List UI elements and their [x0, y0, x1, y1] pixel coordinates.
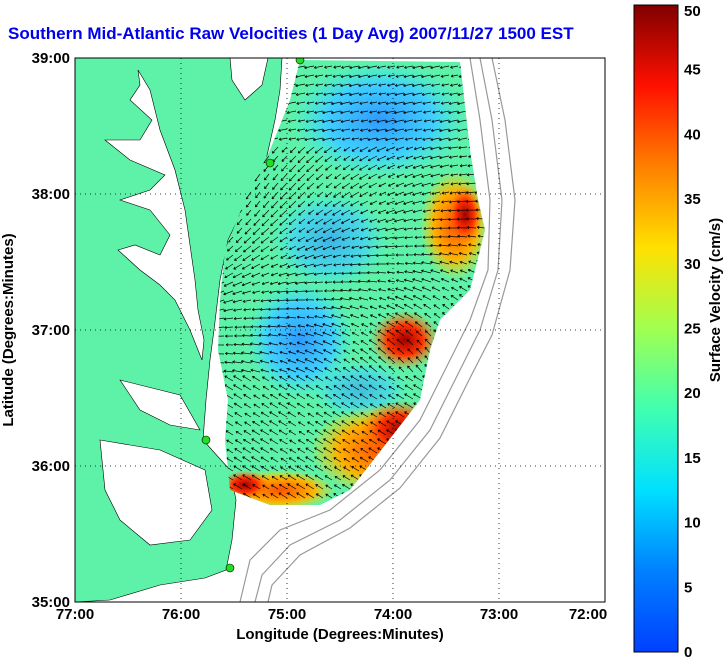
y-tick-label: 38:00	[32, 186, 70, 203]
x-tick-label: 72:00	[569, 606, 607, 623]
colorbar-scale	[633, 4, 679, 653]
x-axis-label: Longitude (Degrees:Minutes)	[236, 626, 444, 643]
plot-frame	[74, 57, 606, 603]
y-tick-label: 36:00	[32, 458, 70, 475]
colorbar-tick-label: 5	[684, 579, 692, 596]
y-tick-label: 35:00	[32, 594, 70, 611]
colorbar-tick-label: 0	[684, 644, 692, 659]
velocity-arrows	[218, 65, 485, 499]
colorbar-tick-label: 30	[684, 256, 701, 273]
colorbar-tick-label: 10	[684, 515, 701, 532]
bathymetry-contour-1	[239, 58, 491, 602]
station-marker	[225, 563, 235, 573]
velocity-field	[218, 60, 485, 505]
pamlico-sound	[99, 439, 213, 546]
bathymetry-contour-2	[254, 58, 503, 602]
y-axis-label: Latitude (Degrees:Minutes)	[0, 233, 17, 426]
albemarle-sound	[119, 379, 201, 431]
y-axis: 39:00 38:00 37:00 36:00 35:00 Latitude (…	[0, 50, 70, 611]
colorbar-label: Surface Velocity (cm/s)	[707, 218, 724, 382]
bathymetry-contour-3	[267, 58, 516, 602]
colorbar-tick-label: 25	[684, 321, 701, 338]
x-tick-label: 77:00	[56, 606, 94, 623]
colorbar-tick-label: 50	[684, 3, 701, 20]
x-axis: 77:00 76:00 75:00 74:00 73:00 72:00 Long…	[56, 606, 607, 643]
colorbar-tick-label: 20	[684, 385, 701, 402]
x-tick-label: 76:00	[162, 606, 200, 623]
colorbar-tick-label: 15	[684, 450, 701, 467]
station-marker	[265, 158, 275, 168]
x-tick-label: 75:00	[268, 606, 306, 623]
delaware-bay	[229, 58, 269, 101]
y-tick-label: 39:00	[32, 50, 70, 67]
x-tick-label: 74:00	[374, 606, 412, 623]
y-tick-label: 37:00	[32, 322, 70, 339]
colorbar-tick-label: 35	[684, 191, 701, 208]
chesapeake-bay	[104, 69, 205, 361]
station-marker	[295, 58, 305, 65]
station-marker	[201, 435, 211, 445]
grid-lines	[75, 58, 605, 602]
map-title: Southern Mid-Atlantic Raw Velocities (1 …	[8, 24, 574, 43]
x-tick-label: 73:00	[480, 606, 518, 623]
colorbar-tick-label: 40	[684, 126, 701, 143]
colorbar-tick-label: 45	[684, 62, 701, 79]
